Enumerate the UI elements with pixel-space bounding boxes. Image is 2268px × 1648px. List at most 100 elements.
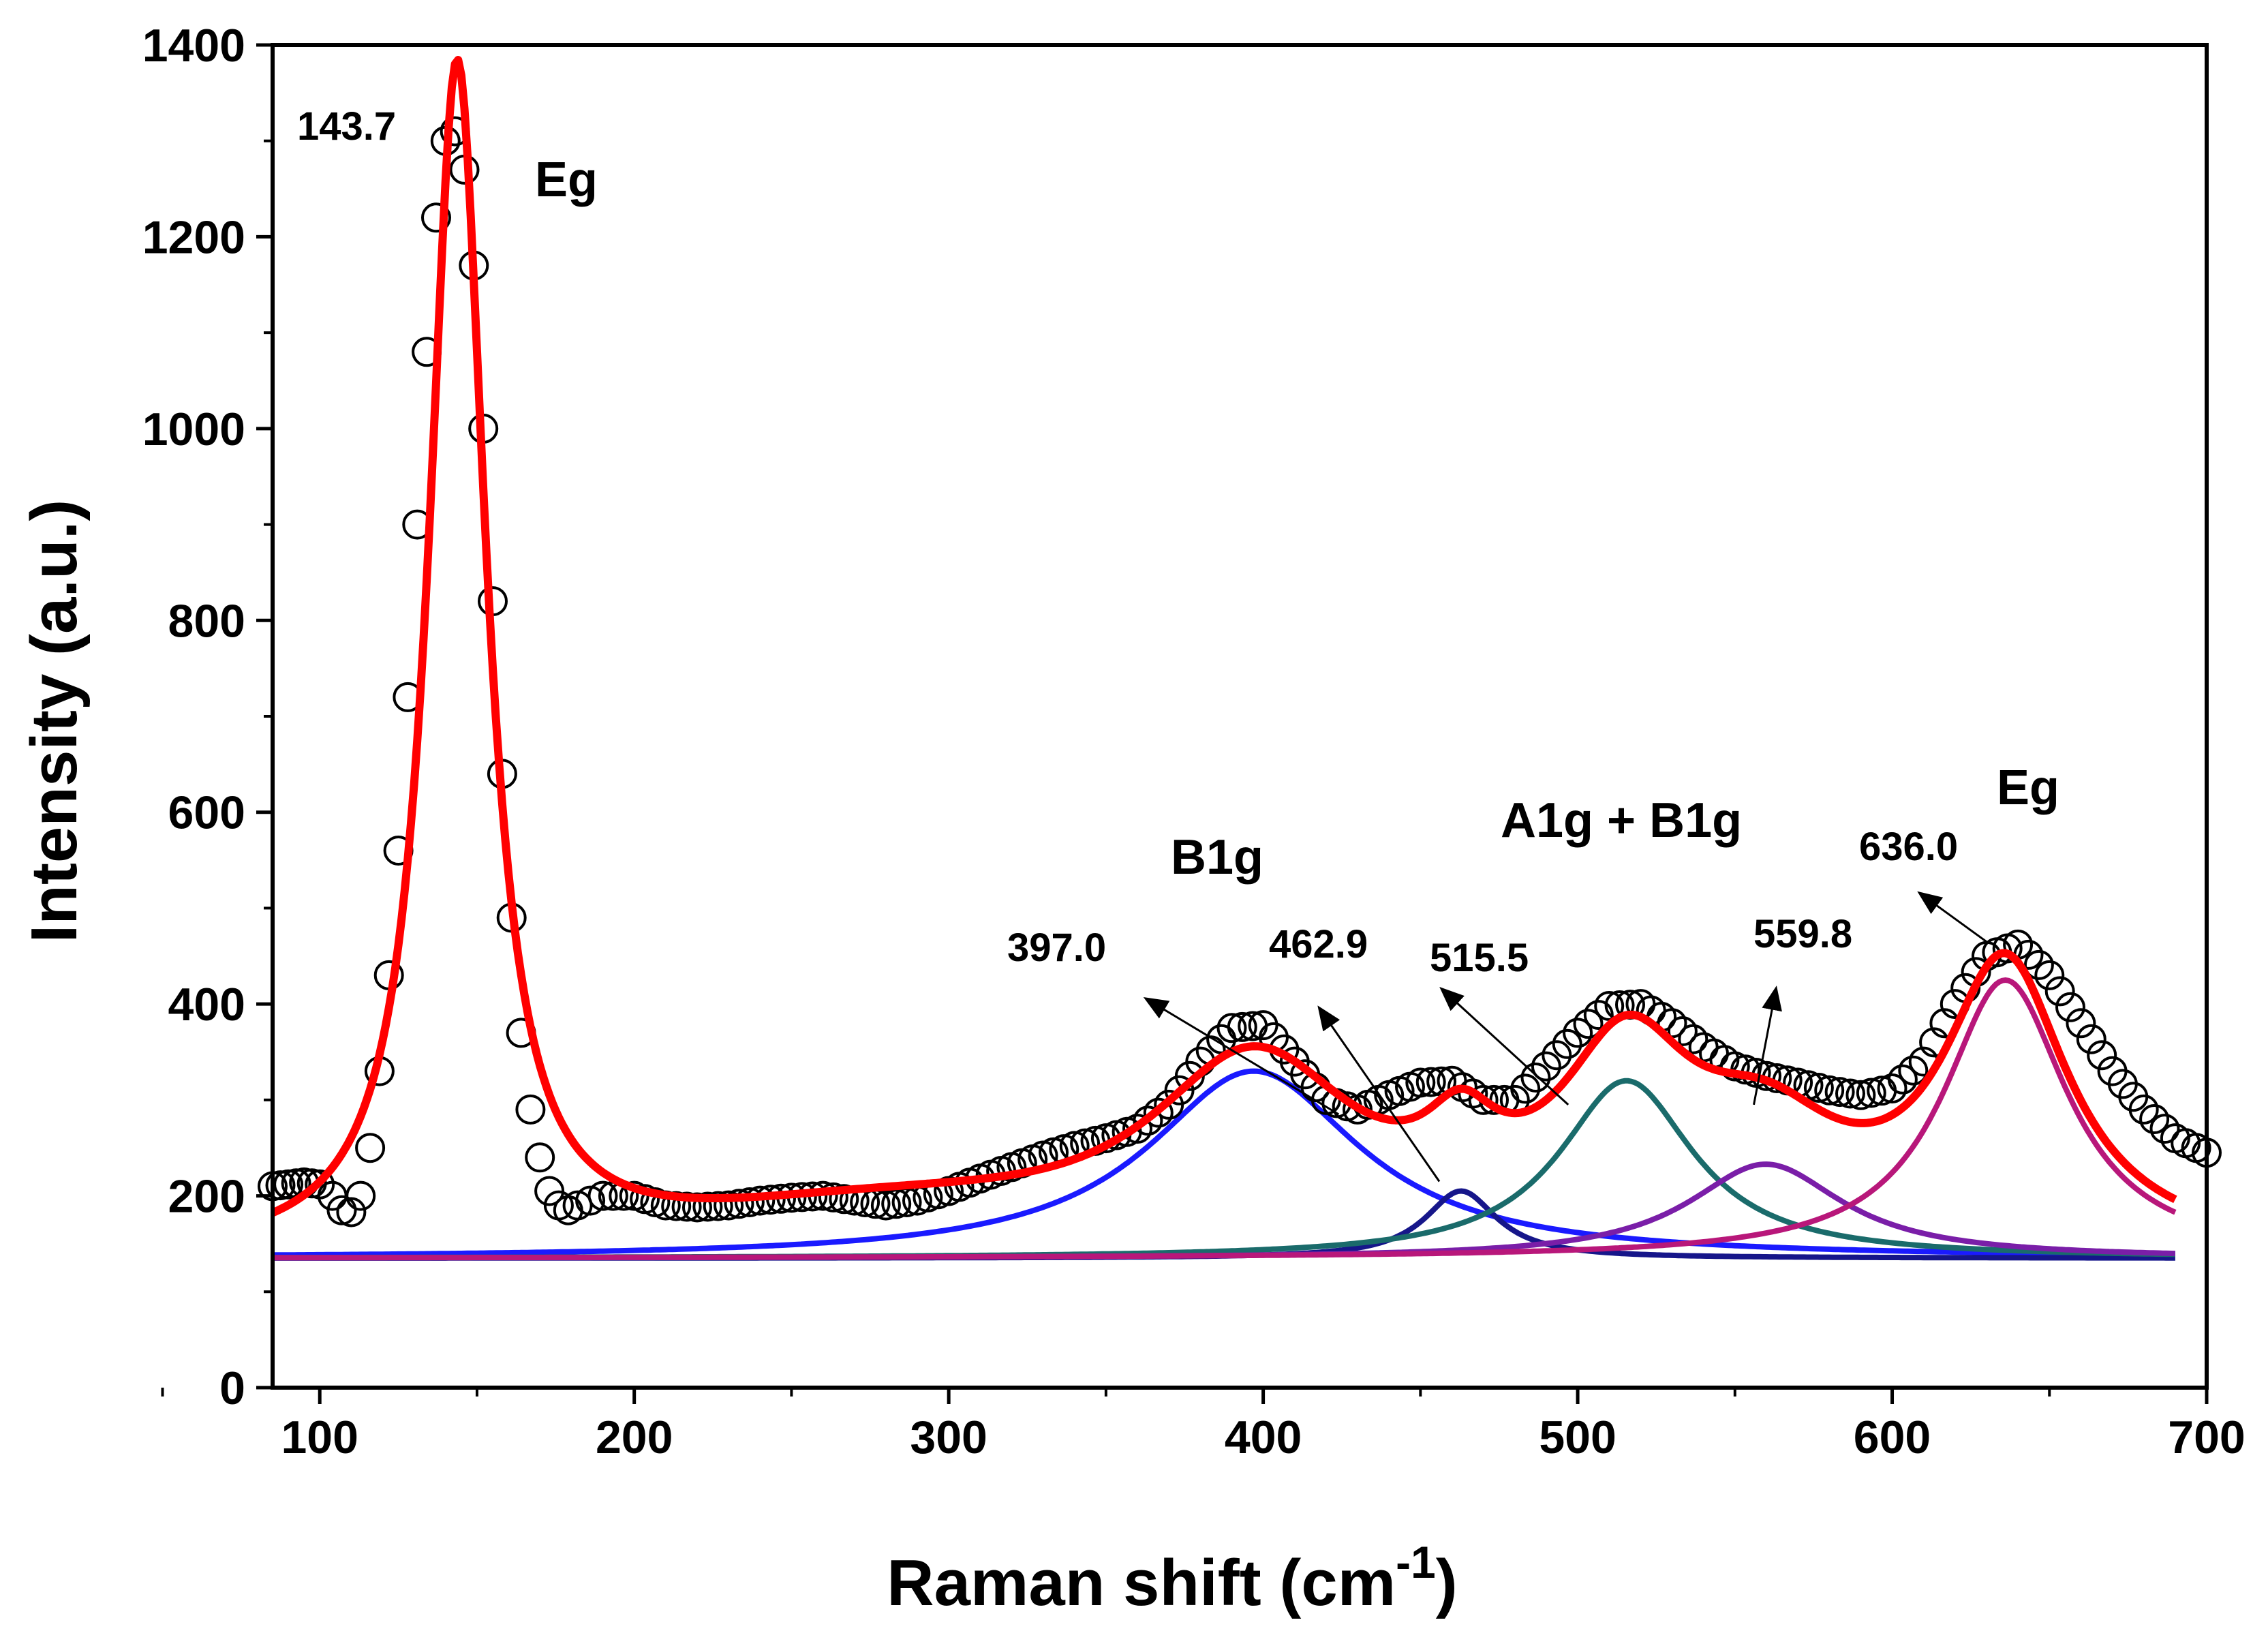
data-point: [587, 1180, 618, 1211]
cumulative-fit: [271, 56, 2177, 1217]
data-point: [1835, 1078, 1865, 1109]
arrow-397: [1143, 997, 1340, 1116]
data-point: [1877, 1073, 1907, 1103]
data-point: [2034, 960, 2065, 990]
data-point: [870, 1190, 901, 1221]
y-tick-label: 1200: [142, 211, 245, 263]
data-point: [1594, 991, 1625, 1021]
fit-components: [272, 977, 2177, 1261]
fit-component-4: [273, 977, 2177, 1261]
data-points: [258, 116, 2222, 1227]
data-point: [2087, 1040, 2117, 1071]
data-point: [1542, 1040, 1572, 1071]
x-tick-label: 100: [281, 1412, 358, 1463]
x-tick-label: 500: [1539, 1412, 1616, 1463]
data-point: [1814, 1075, 1845, 1105]
data-point: [1678, 1024, 1708, 1054]
data-point: [1898, 1055, 1929, 1086]
data-point: [1405, 1067, 1436, 1098]
x-tick-label: 300: [910, 1412, 987, 1463]
data-point: [2066, 1008, 2096, 1039]
data-point: [1468, 1084, 1499, 1115]
fit-component-0: [272, 1068, 2175, 1258]
arrow-515: [1439, 986, 1569, 1106]
data-point: [1510, 1073, 1541, 1104]
peak-515: 515.5: [1430, 936, 1529, 980]
axes: 100 200 300 400 500 600 700 0 200 400 600 800 1000 12…: [142, 20, 2246, 1463]
data-point: [2139, 1104, 2170, 1134]
data-point: [1887, 1064, 1918, 1095]
data-point: [1227, 1011, 1257, 1042]
y-tick-label: 1400: [142, 20, 245, 72]
data-point: [1803, 1073, 1834, 1103]
y-tick-label: 1000: [142, 403, 245, 455]
peak-397: 397.0: [1007, 926, 1106, 970]
data-point: [2023, 949, 2054, 980]
data-point: [1143, 1097, 1174, 1128]
data-point: [1667, 1016, 1698, 1046]
data-point: [1856, 1078, 1886, 1108]
data-point: [1573, 1009, 1604, 1039]
data-point: [336, 1197, 367, 1227]
data-point: [1520, 1063, 1551, 1093]
data-point: [1552, 1028, 1582, 1059]
data-point: [1583, 1000, 1614, 1031]
x-tick-label: 600: [1854, 1412, 1931, 1463]
y-tick-label: 200: [168, 1171, 245, 1223]
data-point: [575, 1185, 606, 1216]
y-tick-label: 400: [168, 979, 245, 1031]
data-point: [355, 1133, 386, 1163]
data-point: [1845, 1080, 1876, 1110]
x-axis-title-sup: -1: [1396, 1537, 1436, 1587]
x-tick-label: 700: [2168, 1412, 2245, 1463]
data-point: [734, 1187, 765, 1217]
y-tick-label: 800: [168, 595, 245, 647]
x-axis-title: Raman shift (cm-1): [887, 1537, 1457, 1619]
data-point: [724, 1189, 754, 1219]
peak-143: 143.7: [297, 104, 396, 149]
peak-636: 636.0: [1859, 825, 1958, 869]
data-point: [515, 1094, 546, 1125]
data-point: [525, 1142, 555, 1173]
data-point: [2044, 976, 2075, 1007]
data-point: [2149, 1114, 2180, 1144]
x-tick-label: 200: [596, 1412, 673, 1463]
mode-eg-low: Eg: [535, 153, 598, 207]
mode-eg-high: Eg: [1997, 761, 2059, 815]
data-point: [326, 1195, 357, 1225]
x-axis-title-main: Raman shift (cm: [887, 1546, 1396, 1619]
data-point: [2076, 1024, 2106, 1054]
data-point: [714, 1190, 744, 1221]
cumulative-fit-line: [271, 56, 2177, 1217]
mode-b1g: B1g: [1171, 830, 1263, 885]
x-tick-label: 400: [1225, 1412, 1302, 1463]
y-axis-title: Intensity (a.u.): [18, 500, 91, 943]
arrow-462: [1317, 1005, 1441, 1182]
data-point: [2055, 992, 2085, 1022]
data-point: [1563, 1018, 1593, 1048]
data-point: [421, 202, 451, 233]
data-point: [1531, 1051, 1561, 1082]
data-point: [1415, 1067, 1446, 1097]
annotation-arrows: [1143, 891, 1987, 1182]
peak-559: 559.8: [1753, 912, 1852, 956]
data-point: [818, 1182, 848, 1212]
data-point: [829, 1184, 859, 1215]
data-point: [1122, 1114, 1152, 1144]
peak-462: 462.9: [1269, 922, 1368, 966]
data-point: [682, 1192, 712, 1223]
mode-a1g-b1g: A1g + B1g: [1501, 793, 1742, 848]
data-point: [2128, 1094, 2159, 1125]
data-point: [671, 1191, 702, 1222]
data-point: [1216, 1013, 1247, 1043]
data-point: [703, 1191, 733, 1221]
y-tick-label: 600: [168, 787, 245, 839]
x-axis-title-close: ): [1436, 1546, 1458, 1619]
arrow-559: [1753, 986, 1782, 1105]
data-point: [692, 1191, 723, 1222]
arrow-636: [1917, 891, 1987, 943]
data-point: [1824, 1077, 1855, 1108]
data-point: [346, 1180, 376, 1211]
